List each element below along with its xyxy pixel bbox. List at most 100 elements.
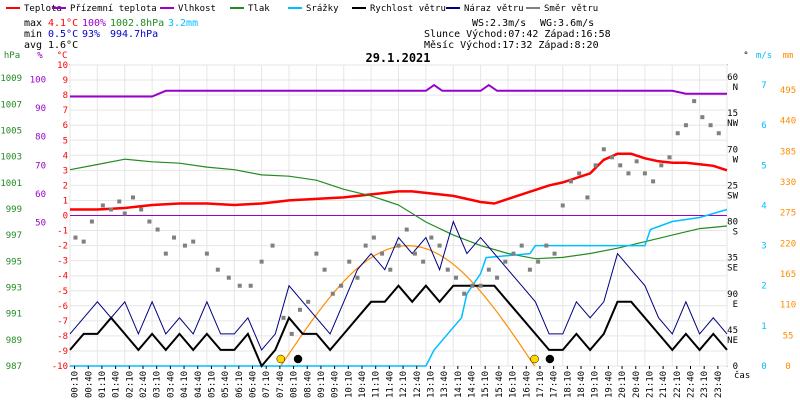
- hpa-tick-label: 1005: [0, 126, 22, 136]
- x-tick-label: 23:10: [700, 371, 710, 398]
- x-tick-label: 19:10: [591, 371, 601, 398]
- c-tick-label: -5: [57, 287, 68, 297]
- wind-dir-point: [536, 259, 541, 264]
- wind-dir-point: [330, 291, 335, 296]
- x-tick-label: 13:10: [426, 371, 436, 398]
- x-tick-label: 11:10: [372, 371, 382, 398]
- c-tick-label: 8: [63, 91, 68, 101]
- mm-tick-label: 0: [785, 362, 790, 372]
- x-tick-label: 16:10: [509, 371, 519, 398]
- stat-max-label: max: [24, 18, 42, 29]
- x-axis: 00:10 00:40 01:10 01:40 02:10 02:40 03:10 03:40…: [71, 366, 724, 398]
- hpa-tick-label: 1001: [0, 179, 22, 189]
- wind-dir-point: [618, 163, 623, 168]
- x-tick-label: 09:40: [331, 371, 341, 398]
- ms-tick-label: 2: [761, 282, 766, 292]
- wind-dir-point: [248, 283, 253, 288]
- c-tick-label: -8: [57, 332, 68, 342]
- wind-dir-point: [191, 239, 196, 244]
- deg-tick-label: 180: [722, 218, 738, 228]
- wind-dir-point: [139, 207, 144, 212]
- wind-dir-point: [675, 131, 680, 136]
- x-tick-label: 17:10: [536, 371, 546, 398]
- wind-dir-point: [453, 275, 458, 280]
- series-teplota: [70, 152, 728, 211]
- series-vlhkost: [70, 83, 727, 98]
- wind-dir-point: [89, 219, 94, 224]
- x-tick-label: 00:10: [71, 371, 81, 398]
- c-tick-label: 9: [63, 76, 68, 86]
- wind-dir-point: [634, 159, 639, 164]
- info-moon: Měsíc Východ:17:32 Západ:8:20: [424, 39, 599, 51]
- c-tick-label: 7: [63, 106, 68, 116]
- pct-tick-label: 60: [35, 190, 46, 200]
- c-tick-label: -2: [57, 242, 68, 252]
- pct-axis-title: %: [37, 51, 43, 61]
- x-tick-label: 10:40: [358, 371, 368, 398]
- legend-label: Rychlost větru: [370, 4, 446, 14]
- deg-tick-label: 270: [722, 145, 738, 155]
- x-tick-label: 03:10: [153, 371, 163, 398]
- x-tick-label: 10:10: [344, 371, 354, 398]
- wind-dir-point: [716, 131, 721, 136]
- deg-axis-title: °: [743, 51, 748, 61]
- wind-dir-point: [306, 299, 311, 304]
- dir-tick-label: NE: [727, 336, 738, 346]
- hpa-tick-label: 987: [6, 362, 22, 372]
- x-tick-label: 01:10: [98, 371, 108, 398]
- wind-dir-point: [163, 251, 168, 256]
- deg-tick-label: 360: [722, 73, 738, 83]
- wind-dir-point: [560, 203, 565, 208]
- wind-dir-point: [259, 259, 264, 264]
- wind-dir-point: [347, 259, 352, 264]
- wind-dir-point: [462, 291, 467, 296]
- wind-dir-point: [445, 267, 450, 272]
- wind-dir-point: [289, 331, 294, 336]
- info-wg: WG:3.6m/s: [540, 18, 594, 29]
- sun-path: [280, 244, 536, 367]
- wind-dir-point: [297, 307, 302, 312]
- series-n-raz-v-tru: [69, 219, 728, 351]
- axes: hPa1009100710051003100199999799599399198…: [0, 51, 796, 372]
- wind-dir-point: [117, 199, 122, 204]
- mm-tick-label: 495: [780, 86, 796, 96]
- mm-axis-title: mm: [783, 51, 794, 61]
- mm-tick-label: 220: [780, 239, 796, 249]
- wind-dir-point: [314, 251, 319, 256]
- wind-dir-point: [396, 243, 401, 248]
- wind-dir-point: [380, 251, 385, 256]
- wind-dir-point: [470, 283, 475, 288]
- hpa-tick-label: 995: [6, 257, 22, 267]
- ms-axis-title: m/s: [756, 51, 772, 61]
- wind-dir-point: [172, 235, 177, 240]
- mm-tick-label: 165: [780, 270, 796, 280]
- dir-tick-label: E: [733, 300, 738, 310]
- x-tick-label: 15:40: [495, 371, 505, 398]
- wind-dir-point: [544, 243, 549, 248]
- dir-tick-label: S: [733, 228, 738, 238]
- x-tick-label: 21:40: [659, 371, 669, 398]
- c-tick-label: -1: [57, 227, 68, 237]
- wind-dir-point: [568, 179, 573, 184]
- deg-tick-label: 90: [727, 290, 738, 300]
- info-panel: WS:2.3m/s WG:3.6m/s Slunce Východ:07:42 …: [424, 18, 611, 51]
- series-rychlost-v-tru: [69, 284, 728, 368]
- moonrise-marker: [545, 354, 555, 364]
- x-tick-label: 05:10: [207, 371, 217, 398]
- wind-dir-point: [81, 239, 86, 244]
- x-tick-label: 02:40: [139, 371, 149, 398]
- deg-tick-label: 225: [722, 181, 738, 191]
- wind-dir-point: [585, 195, 590, 200]
- deg-tick-label: 135: [722, 254, 738, 264]
- wind-dir-point: [577, 171, 582, 176]
- x-tick-label: 16:40: [522, 371, 532, 398]
- stat-max-temp: 4.1°C: [48, 18, 78, 29]
- plot-area: [69, 83, 728, 368]
- x-tick-label: 15:10: [481, 371, 491, 398]
- legend-label: Směr větru: [544, 4, 598, 14]
- x-tick-label: 18:10: [563, 371, 573, 398]
- deg-tick-label: 45: [727, 326, 738, 336]
- wind-dir-point: [486, 267, 491, 272]
- x-axis-label: čas: [734, 370, 750, 381]
- x-tick-label: 14:10: [454, 371, 464, 398]
